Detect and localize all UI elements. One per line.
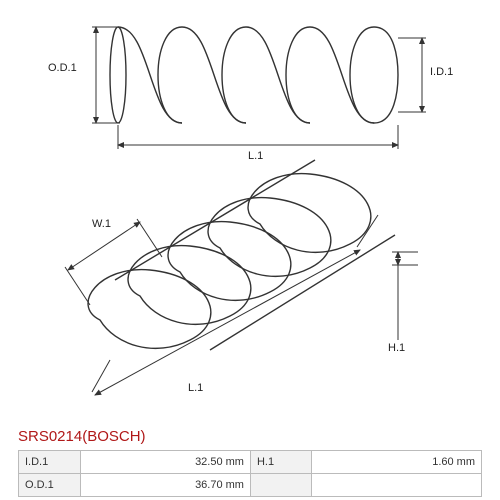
spec-key xyxy=(250,474,311,497)
spec-table: I.D.1 32.50 mm H.1 1.60 mm O.D.1 36.70 m… xyxy=(18,450,482,497)
spec-value xyxy=(312,474,482,497)
label-l1-iso: L.1 xyxy=(188,382,203,394)
part-number-title: SRS0214(BOSCH) xyxy=(18,428,146,445)
label-l1-top: L.1 xyxy=(248,150,263,162)
label-id1: I.D.1 xyxy=(430,66,453,78)
spec-key: I.D.1 xyxy=(19,451,81,474)
label-od1: O.D.1 xyxy=(48,62,77,74)
spec-key: H.1 xyxy=(250,451,311,474)
spec-value: 32.50 mm xyxy=(80,451,250,474)
spring-diagram: O.D.1 I.D.1 L.1 W.1 L.1 H.1 xyxy=(0,0,500,420)
table-row: I.D.1 32.50 mm H.1 1.60 mm xyxy=(19,451,482,474)
spec-value: 1.60 mm xyxy=(312,451,482,474)
table-row: O.D.1 36.70 mm xyxy=(19,474,482,497)
spec-value: 36.70 mm xyxy=(80,474,250,497)
label-w1: W.1 xyxy=(92,218,111,230)
label-h1: H.1 xyxy=(388,342,405,354)
spec-key: O.D.1 xyxy=(19,474,81,497)
